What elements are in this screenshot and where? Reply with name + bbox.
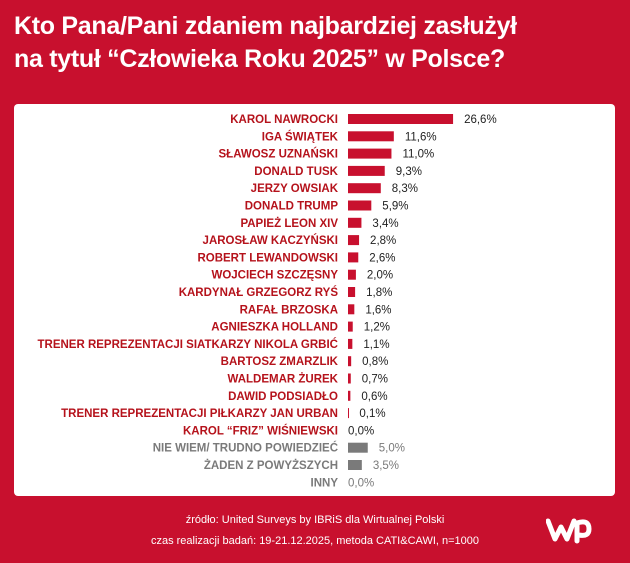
bar xyxy=(348,269,356,280)
category-label: SŁAWOSZ UZNAŃSKI xyxy=(219,148,338,161)
title-line-2: na tytuł “Człowieka Roku 2025” w Polsce? xyxy=(14,45,505,73)
category-label: KARDYNAŁ GRZEGORZ RYŚ xyxy=(179,286,339,299)
bar xyxy=(348,252,359,263)
category-label: JERZY OWSIAK xyxy=(251,183,339,195)
category-label: TRENER REPREZENTACJI SIATKARZY NIKOLA GR… xyxy=(37,338,338,351)
value-label: 8,3% xyxy=(392,183,418,195)
value-label: 2,8% xyxy=(370,235,396,247)
wp-logo-icon xyxy=(546,518,592,544)
category-label: DONALD TUSK xyxy=(254,166,338,178)
value-label: 2,0% xyxy=(367,270,393,282)
value-label: 0,8% xyxy=(362,356,388,368)
title-line-1: Kto Pana/Pani zdaniem najbardziej zasłuż… xyxy=(14,12,517,40)
bar xyxy=(348,183,381,194)
bar xyxy=(348,200,372,211)
category-label: IGA ŚWIĄTEK xyxy=(262,130,339,143)
category-label: DAWID PODSIADŁO xyxy=(228,391,338,403)
category-label: WALDEMAR ŻUREK xyxy=(227,373,338,386)
bar xyxy=(348,356,352,367)
chart-title: Kto Pana/Pani zdaniem najbardziej zasłuż… xyxy=(14,10,614,76)
bar xyxy=(348,287,356,297)
category-label: DONALD TRUMP xyxy=(245,201,339,213)
category-label: ŻADEN Z POWYŻSZYCH xyxy=(204,459,338,472)
value-label: 11,0% xyxy=(402,149,434,161)
category-label: AGNIESZKA HOLLAND xyxy=(211,322,338,334)
value-label: 1,6% xyxy=(365,304,391,316)
value-label: 0,0% xyxy=(348,477,374,489)
value-label: 3,5% xyxy=(373,460,399,472)
value-label: 26,6% xyxy=(464,114,497,126)
bar xyxy=(348,114,454,124)
bar xyxy=(348,217,362,228)
category-label: WOJCIECH SZCZĘSNY xyxy=(211,270,338,282)
category-label: KAROL NAWROCKI xyxy=(230,114,338,126)
value-label: 0,0% xyxy=(348,425,374,437)
value-label: 5,9% xyxy=(382,201,408,213)
bar xyxy=(348,408,349,419)
bar xyxy=(348,131,394,142)
chart-panel: KAROL NAWROCKI 26,6% IGA ŚWIĄTEK 11,6% SŁAWO… xyxy=(14,104,615,496)
category-label: NIE WIEM/ TRUDNO POWIEDZIEĆ xyxy=(153,442,338,455)
category-label: RAFAŁ BRZOSKA xyxy=(240,304,338,316)
category-label: BARTOSZ ZMARZLIK xyxy=(221,356,339,368)
bar xyxy=(348,338,353,349)
value-label: 11,6% xyxy=(405,131,437,143)
bar-chart: KAROL NAWROCKI 26,6% IGA ŚWIĄTEK 11,6% SŁAWO… xyxy=(37,114,497,489)
value-label: 0,6% xyxy=(361,391,387,403)
bar xyxy=(348,373,351,384)
bar xyxy=(348,390,351,401)
value-label: 5,0% xyxy=(379,443,405,455)
value-label: 1,1% xyxy=(363,339,389,351)
source-note: źródło: United Surveys by IBRiS dla Wirt… xyxy=(185,514,445,526)
value-label: 1,8% xyxy=(366,287,392,299)
value-label: 3,4% xyxy=(372,218,398,230)
value-label: 2,6% xyxy=(369,252,395,264)
category-label: JAROSŁAW KACZYŃSKI xyxy=(203,234,338,247)
value-label: 0,1% xyxy=(359,408,385,420)
bar xyxy=(348,460,362,470)
method-note: czas realizacji badań: 19-21.12.2025, me… xyxy=(150,535,480,547)
bar xyxy=(348,442,368,453)
category-label: KAROL “FRIZ” WIŚNIEWSKI xyxy=(183,424,338,437)
category-label: ROBERT LEWANDOWSKI xyxy=(197,252,338,264)
category-label: INNY xyxy=(311,477,339,489)
value-label: 9,3% xyxy=(396,166,422,178)
bar xyxy=(348,235,360,246)
value-label: 1,2% xyxy=(364,322,390,334)
bar xyxy=(348,148,392,159)
value-label: 0,7% xyxy=(362,374,388,386)
bar xyxy=(348,321,353,332)
category-label: PAPIEŻ LEON XIV xyxy=(240,217,338,230)
bar xyxy=(348,304,355,315)
category-label: TRENER REPREZENTACJI PIŁKARZY JAN URBAN xyxy=(61,408,338,420)
bar xyxy=(348,165,385,176)
